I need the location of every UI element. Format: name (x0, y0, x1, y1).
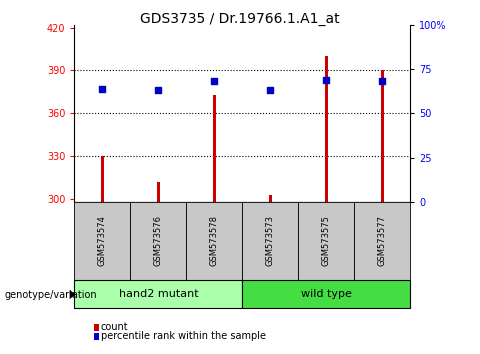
Text: GSM573576: GSM573576 (154, 215, 163, 266)
Text: genotype/variation: genotype/variation (5, 290, 97, 299)
Bar (186, 202, 242, 280)
Bar (354, 202, 410, 280)
Bar (94, 333, 99, 340)
Bar (242, 202, 299, 280)
Bar (299, 202, 354, 280)
Point (98, 86, 106, 91)
Bar (269, 195, 272, 202)
Text: hand2 mutant: hand2 mutant (119, 289, 198, 299)
Text: wild type: wild type (301, 289, 352, 299)
Bar (381, 70, 384, 202)
Bar (94, 324, 99, 331)
Point (379, 79, 386, 84)
Bar (325, 56, 328, 202)
Text: GSM573577: GSM573577 (378, 215, 387, 266)
Text: GSM573573: GSM573573 (266, 215, 275, 266)
Point (155, 87, 162, 93)
Text: GSM573575: GSM573575 (322, 215, 331, 266)
Text: GSM573578: GSM573578 (210, 215, 219, 266)
Text: GSM573574: GSM573574 (98, 215, 107, 266)
Bar (74, 202, 131, 280)
Point (266, 87, 274, 93)
Bar (242, 280, 410, 308)
Text: percentile rank within the sample: percentile rank within the sample (101, 331, 266, 341)
Polygon shape (70, 290, 76, 299)
Bar (74, 280, 242, 308)
Point (323, 77, 330, 82)
Bar (156, 182, 160, 202)
Bar (101, 156, 104, 202)
Text: GDS3735 / Dr.19766.1.A1_at: GDS3735 / Dr.19766.1.A1_at (140, 12, 340, 27)
Point (211, 79, 218, 84)
Bar (213, 95, 216, 202)
Text: count: count (101, 322, 129, 332)
Bar (131, 202, 186, 280)
